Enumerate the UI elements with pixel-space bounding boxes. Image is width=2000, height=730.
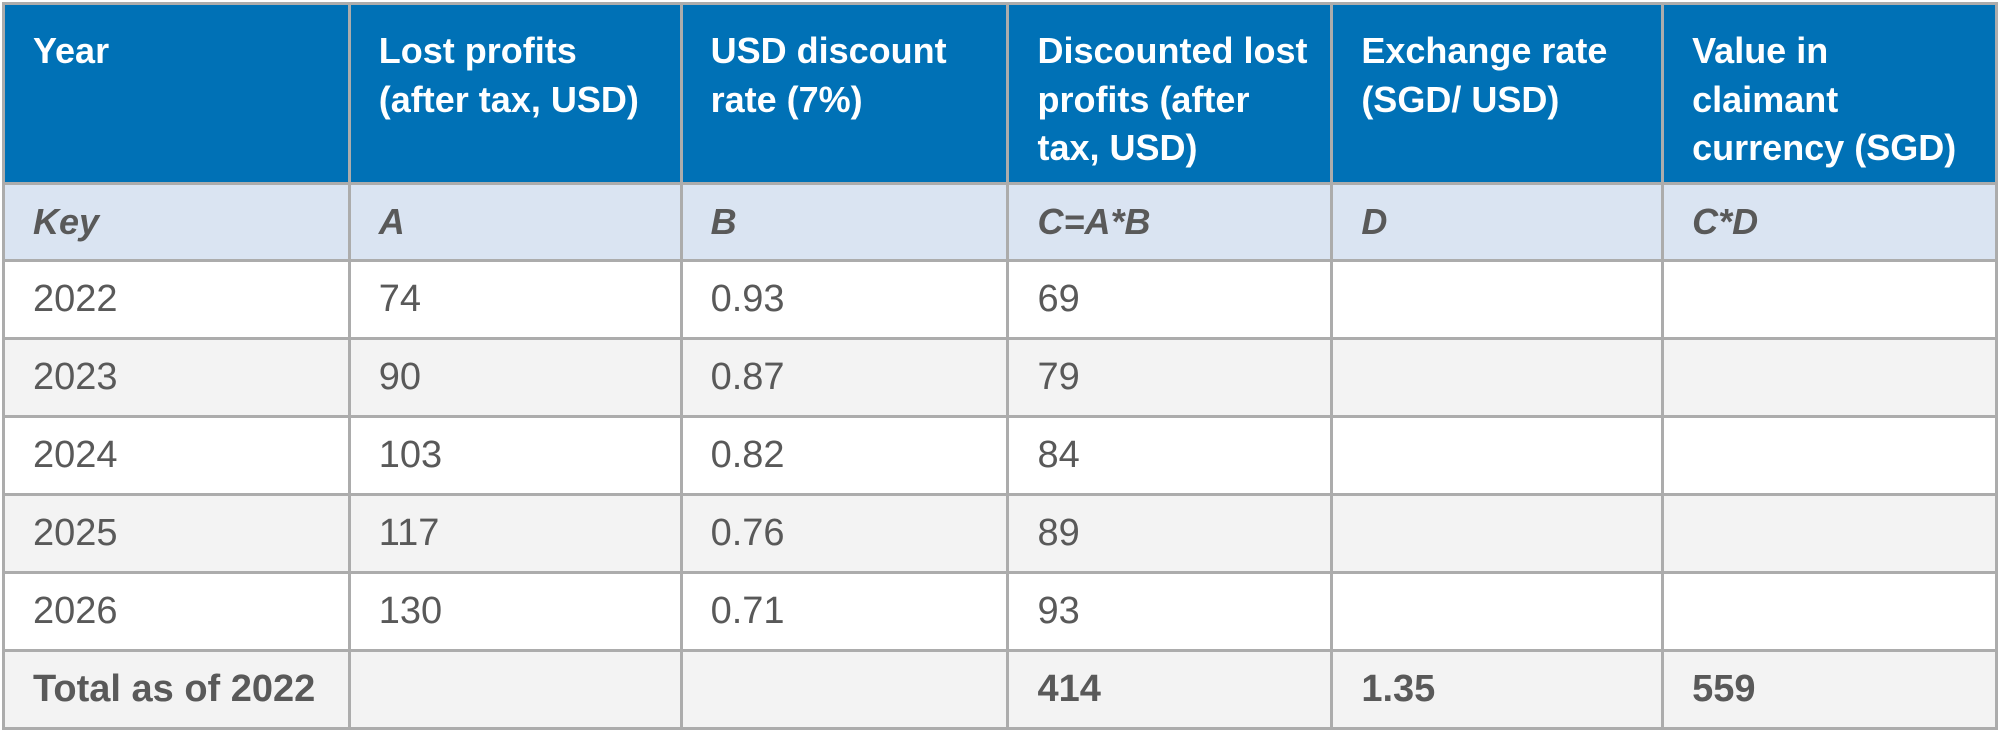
cell-lost-profits: 130 bbox=[347, 571, 683, 652]
key-cell-d: D bbox=[1330, 182, 1665, 262]
cell-lost-profits: 103 bbox=[347, 415, 683, 496]
cell-discounted-lost-profits: 89 bbox=[1006, 493, 1334, 574]
total-discount-rate bbox=[679, 649, 1010, 730]
header-row: Year Lost profits (after tax, USD) USD d… bbox=[2, 2, 1998, 185]
cell-exchange-rate bbox=[1330, 493, 1665, 574]
row-2022: 2022 74 0.93 69 bbox=[2, 259, 1998, 340]
key-cell-c: C=A*B bbox=[1006, 182, 1334, 262]
key-cell-cd: C*D bbox=[1661, 182, 1998, 262]
cell-lost-profits: 117 bbox=[347, 493, 683, 574]
cell-value-sgd bbox=[1661, 493, 1998, 574]
cell-value-sgd bbox=[1661, 259, 1998, 340]
cell-year: 2023 bbox=[2, 337, 351, 418]
cell-discounted-lost-profits: 93 bbox=[1006, 571, 1334, 652]
cell-lost-profits: 90 bbox=[347, 337, 683, 418]
cell-value-sgd bbox=[1661, 571, 1998, 652]
total-row: Total as of 2022 414 1.35 559 bbox=[2, 649, 1998, 730]
total-value-sgd: 559 bbox=[1661, 649, 1998, 730]
column-header-value-claimant-currency: Value in claimant currency (SGD) bbox=[1661, 2, 1998, 185]
column-header-lost-profits: Lost profits (after tax, USD) bbox=[347, 2, 683, 185]
cell-discount-rate: 0.71 bbox=[679, 571, 1010, 652]
cell-exchange-rate bbox=[1330, 337, 1665, 418]
cell-discount-rate: 0.93 bbox=[679, 259, 1010, 340]
column-header-exchange-rate: Exchange rate (SGD/ USD) bbox=[1330, 2, 1665, 185]
key-row: Key A B C=A*B D C*D bbox=[2, 182, 1998, 262]
column-header-discounted-lost-profits: Discounted lost profits (after tax, USD) bbox=[1006, 2, 1334, 185]
cell-value-sgd bbox=[1661, 337, 1998, 418]
column-header-year: Year bbox=[2, 2, 351, 185]
cell-discounted-lost-profits: 79 bbox=[1006, 337, 1334, 418]
row-2025: 2025 117 0.76 89 bbox=[2, 493, 1998, 574]
cell-lost-profits: 74 bbox=[347, 259, 683, 340]
total-discounted-lost-profits: 414 bbox=[1006, 649, 1334, 730]
row-2026: 2026 130 0.71 93 bbox=[2, 571, 1998, 652]
key-cell-b: B bbox=[679, 182, 1010, 262]
cell-exchange-rate bbox=[1330, 571, 1665, 652]
cell-exchange-rate bbox=[1330, 259, 1665, 340]
cell-discounted-lost-profits: 84 bbox=[1006, 415, 1334, 496]
cell-year: 2025 bbox=[2, 493, 351, 574]
cell-year: 2026 bbox=[2, 571, 351, 652]
cell-discounted-lost-profits: 69 bbox=[1006, 259, 1334, 340]
cell-exchange-rate bbox=[1330, 415, 1665, 496]
cell-discount-rate: 0.82 bbox=[679, 415, 1010, 496]
cell-year: 2022 bbox=[2, 259, 351, 340]
cell-year: 2024 bbox=[2, 415, 351, 496]
total-label: Total as of 2022 bbox=[2, 649, 351, 730]
row-2024: 2024 103 0.82 84 bbox=[2, 415, 1998, 496]
key-cell-label: Key bbox=[2, 182, 351, 262]
total-lost-profits bbox=[347, 649, 683, 730]
cell-value-sgd bbox=[1661, 415, 1998, 496]
key-cell-a: A bbox=[347, 182, 683, 262]
total-exchange-rate: 1.35 bbox=[1330, 649, 1665, 730]
cell-discount-rate: 0.76 bbox=[679, 493, 1010, 574]
column-header-usd-discount-rate: USD discount rate (7%) bbox=[679, 2, 1010, 185]
row-2023: 2023 90 0.87 79 bbox=[2, 337, 1998, 418]
cell-discount-rate: 0.87 bbox=[679, 337, 1010, 418]
